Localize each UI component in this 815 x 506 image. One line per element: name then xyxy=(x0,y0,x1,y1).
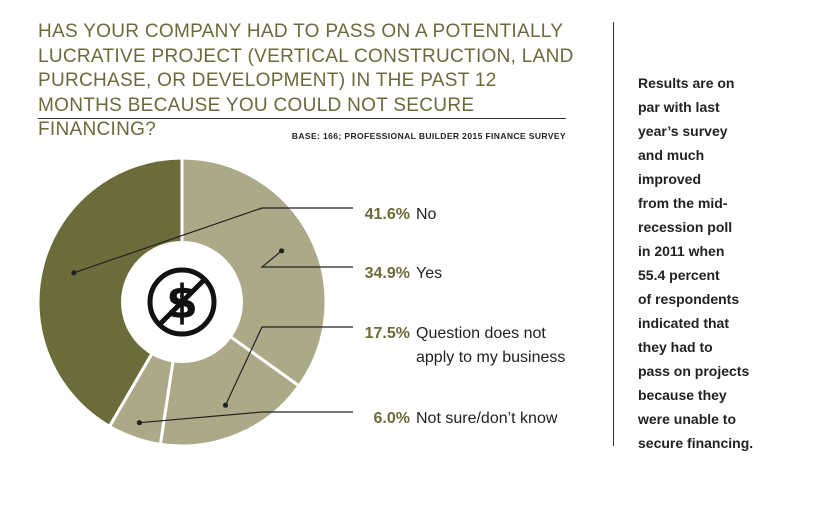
side-note-line: they had to xyxy=(638,339,713,355)
data-label-question-does-not-apply-to-my-business: 17.5% xyxy=(365,325,410,342)
side-note-line: year’s survey xyxy=(638,123,728,139)
side-note-line: secure financing. xyxy=(638,435,754,451)
data-label-not-sure-don-t-know: 6.0% xyxy=(374,410,410,427)
side-note-line: pass on projects xyxy=(638,363,750,379)
side-note-line: Results are on xyxy=(638,75,735,91)
leader-dot-question-does-not-apply-to-my-business xyxy=(222,402,229,408)
category-label-not-sure-don-t-know: Not sure/don’t know xyxy=(416,410,558,427)
category-label-no: No xyxy=(416,206,437,223)
no-dollar-icon: $ xyxy=(147,267,217,337)
leader-line-no xyxy=(73,207,353,274)
side-note-line: improved xyxy=(638,171,702,187)
side-note-line: from the mid- xyxy=(638,195,728,211)
category-label-question-does-not-apply-to-my-business: apply to my business xyxy=(416,349,565,366)
side-note-line: indicated that xyxy=(638,315,730,331)
donut-chart: $ 34.9% Yes 17.5% Question does not apply to… xyxy=(36,156,566,448)
leader-line-question-does-not-apply-to-my-business xyxy=(224,326,353,406)
side-note-line: and much xyxy=(638,147,705,163)
column-divider xyxy=(613,22,614,446)
leader-dot-not-sure-don-t-know xyxy=(136,420,142,426)
category-label-question-does-not-apply-to-my-business: Question does not xyxy=(416,325,546,342)
title-divider xyxy=(38,118,566,119)
leader-dot-yes xyxy=(279,248,285,254)
chart-title: HAS YOUR COMPANY HAD TO PASS ON A POTENT… xyxy=(38,21,574,140)
leader-line-yes xyxy=(260,250,353,268)
category-label-yes: Yes xyxy=(416,265,442,282)
slices-layer xyxy=(36,156,328,448)
side-note-line: recession poll xyxy=(638,219,733,235)
side-note-line: because they xyxy=(638,387,727,403)
base-note: BASE: 166; PROFESSIONAL BUILDER 2015 FIN… xyxy=(291,131,566,141)
data-label-yes: 34.9% xyxy=(365,265,410,282)
leader-dot-no xyxy=(71,270,77,276)
leaders-layer xyxy=(71,207,353,426)
side-note-line: were unable to xyxy=(638,411,737,427)
pie-slice-yes xyxy=(180,156,328,389)
data-label-no: 41.6% xyxy=(365,206,410,223)
side-note-line: of respondents xyxy=(638,291,740,307)
leader-line-not-sure-don-t-know xyxy=(139,411,353,424)
side-note-line: par with last xyxy=(638,99,720,115)
side-note-line: in 2011 when xyxy=(638,243,725,259)
side-note-line: 55.4 percent xyxy=(638,267,720,283)
labels-layer: 34.9% Yes 17.5% Question does not apply to m… xyxy=(365,206,566,427)
side-note: Results are on par with last year’s survey… xyxy=(638,71,788,455)
pie-slice-no xyxy=(36,156,184,429)
